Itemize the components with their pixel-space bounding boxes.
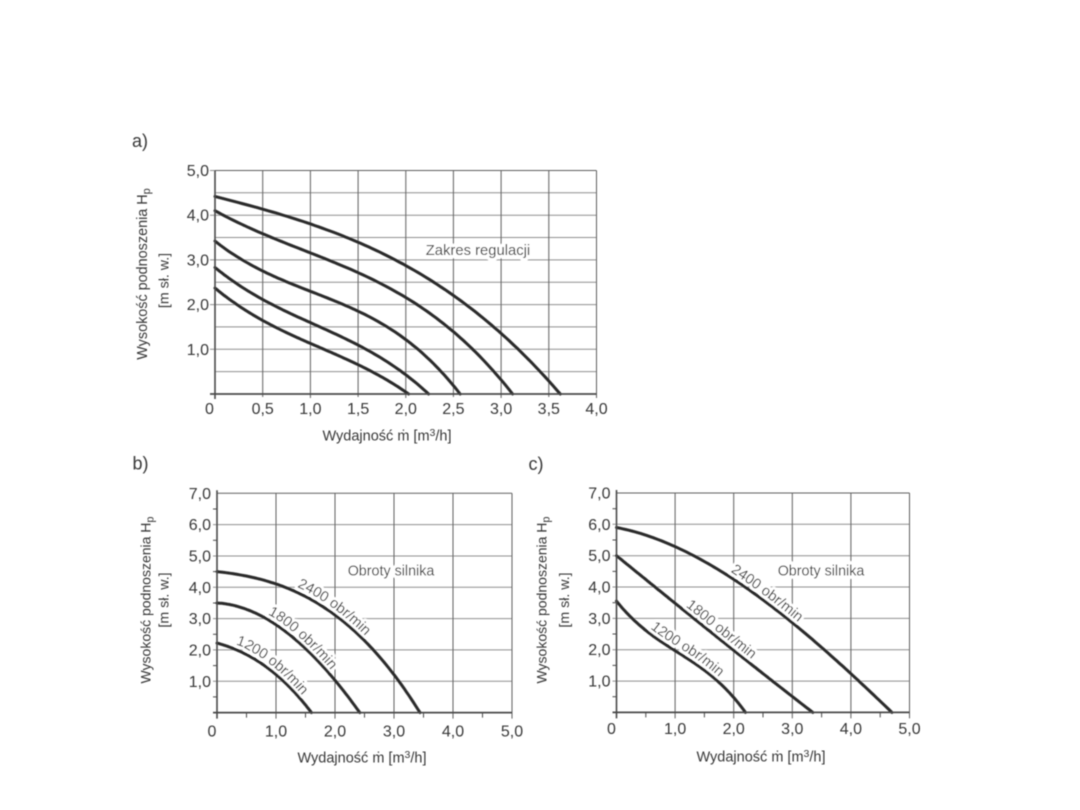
svg-text:2,0: 2,0 [189,642,211,659]
svg-text:3,0: 3,0 [781,721,803,738]
svg-text:Zakres regulacji: Zakres regulacji [426,243,530,259]
svg-text:Obroty silnika: Obroty silnika [778,564,865,580]
svg-text:c): c) [529,454,544,474]
svg-text:1,5: 1,5 [347,401,369,418]
svg-text:Wydajność ṁ [m3/h]: Wydajność ṁ [m3/h] [697,748,826,766]
svg-text:3,0: 3,0 [588,611,610,628]
svg-text:4,0: 4,0 [840,721,862,738]
svg-text:1,0: 1,0 [588,674,610,691]
svg-text:1,0: 1,0 [189,674,211,691]
svg-text:2,0: 2,0 [723,721,745,738]
svg-text:Wysokość podnoszenia Hp: Wysokość podnoszenia Hp [137,516,156,683]
svg-text:0: 0 [607,721,616,738]
svg-text:a): a) [132,131,148,151]
svg-text:2,0: 2,0 [187,297,209,314]
svg-text:b): b) [133,454,149,474]
svg-text:2,0: 2,0 [324,724,346,741]
svg-text:Obroty silnika: Obroty silnika [348,564,435,580]
svg-text:5,0: 5,0 [501,724,523,741]
svg-text:Zakres regulacji: Zakres regulacji [426,243,530,259]
svg-text:6,0: 6,0 [189,517,211,534]
svg-text:Wysokość podnoszenia Hp: Wysokość podnoszenia Hp [135,188,153,360]
svg-text:7,0: 7,0 [189,486,211,503]
svg-text:[m sł. w.]: [m sł. w.] [557,572,573,627]
svg-text:4,0: 4,0 [588,580,610,597]
svg-text:1,0: 1,0 [299,401,321,418]
svg-text:3,0: 3,0 [383,724,405,741]
svg-text:7,0: 7,0 [588,486,610,503]
svg-text:3,5: 3,5 [538,401,560,418]
svg-text:5,0: 5,0 [187,163,209,180]
svg-text:2,0: 2,0 [588,642,610,659]
svg-text:5,0: 5,0 [898,721,920,738]
svg-text:2,5: 2,5 [442,401,464,418]
svg-text:2,0: 2,0 [395,401,417,418]
svg-text:[m sł. w.]: [m sł. w.] [156,253,172,308]
svg-text:4,0: 4,0 [585,401,607,418]
svg-text:1,0: 1,0 [265,724,287,741]
svg-text:Wydajność ṁ [m3/h]: Wydajność ṁ [m3/h] [323,427,452,445]
svg-text:3,0: 3,0 [187,252,209,269]
svg-text:4,0: 4,0 [187,208,209,225]
svg-text:5,0: 5,0 [189,549,211,566]
svg-text:4,0: 4,0 [442,724,464,741]
svg-text:Wysokość podnoszenia Hp: Wysokość podnoszenia Hp [534,516,553,683]
svg-text:3,0: 3,0 [189,611,211,628]
svg-text:[m sł. w.]: [m sł. w.] [156,572,172,627]
svg-text:Obroty silnika: Obroty silnika [348,564,435,580]
svg-text:4,0: 4,0 [189,580,211,597]
svg-text:Wydajność ṁ [m3/h]: Wydajność ṁ [m3/h] [298,749,427,767]
svg-text:1,0: 1,0 [664,721,686,738]
svg-text:6,0: 6,0 [588,517,610,534]
svg-text:Obroty silnika: Obroty silnika [778,564,865,580]
svg-text:0: 0 [208,724,217,741]
svg-text:0: 0 [205,401,214,418]
svg-text:1,0: 1,0 [187,342,209,359]
svg-text:0,5: 0,5 [252,401,274,418]
svg-text:3,0: 3,0 [490,401,512,418]
svg-text:5,0: 5,0 [588,548,610,565]
